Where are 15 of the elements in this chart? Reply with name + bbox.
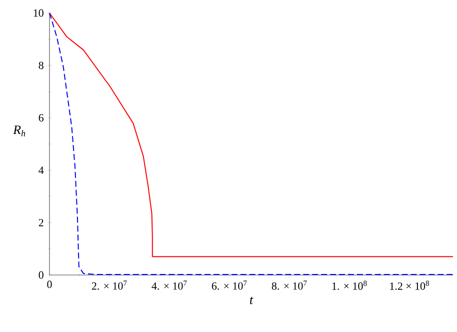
y-axis-title: R$_{h}$ (13, 126, 26, 136)
y-tick-label: 10 (34, 9, 44, 17)
y-tick-label: 8 (38, 62, 44, 70)
y-tick-label: 4 (38, 166, 44, 174)
y-tick-label: 2 (38, 218, 44, 226)
x-tick-label: 6. × 10$^{7}$ (212, 280, 247, 290)
x-tick-label: 1. × 10$^{8}$ (332, 280, 367, 290)
x-tick-label: 8. × 10$^{7}$ (272, 280, 307, 290)
x-tick-label: 0 (47, 280, 52, 288)
x-tick-label: 4. × 10$^{7}$ (152, 280, 187, 290)
x-axis-title: t (250, 296, 254, 304)
y-tick-label: 6 (38, 114, 44, 122)
y-tick-label: 0 (38, 271, 44, 279)
x-tick-label: 2. × 10$^{7}$ (92, 280, 127, 290)
x-tick-label: 1.2 × 10$^{8}$ (390, 280, 430, 290)
